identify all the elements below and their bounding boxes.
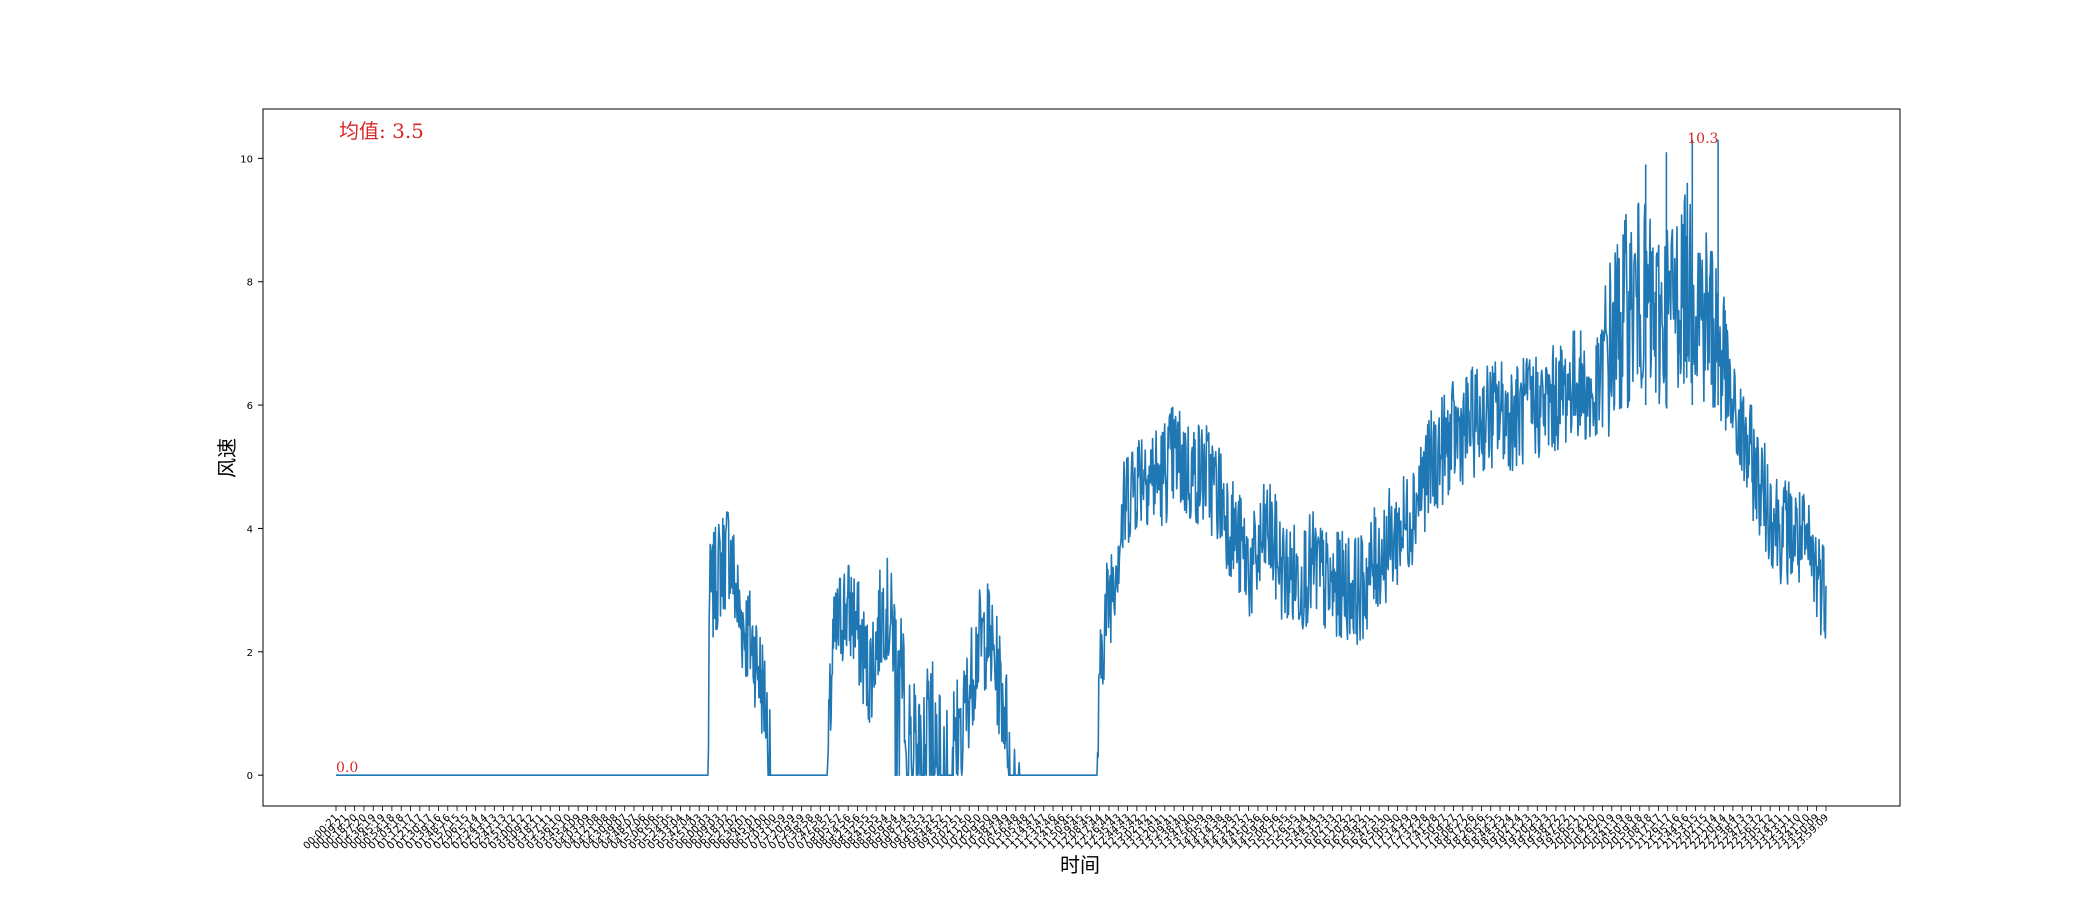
y-tick-label: 8 [247,278,253,289]
plot-area [263,109,1900,806]
wind-speed-peaks [1644,139,1719,406]
max-annotation: 10.3 [1687,131,1718,147]
x-axis-label: 时间 [1060,853,1100,877]
x-axis: 00:00:2100:09:2100:18:2000:27:2000:36:19… [302,806,1831,852]
mean-annotation: 均值: 3.5 [339,119,424,143]
min-annotation: 0.0 [336,760,358,776]
y-tick-label: 6 [247,401,253,412]
y-axis-label: 风速 [215,438,239,478]
series-layer [335,139,1827,776]
wind-speed-series-line [335,182,1827,776]
y-tick-label: 4 [247,524,253,535]
y-tick-label: 2 [247,648,253,659]
annotations: 均值: 3.5 10.3 0.0 [336,119,1718,776]
plot-frame [262,108,1901,807]
y-tick-label: 10 [240,154,253,165]
y-tick-label: 0 [247,771,253,782]
y-axis: 0 2 4 6 8 10 [240,154,263,782]
